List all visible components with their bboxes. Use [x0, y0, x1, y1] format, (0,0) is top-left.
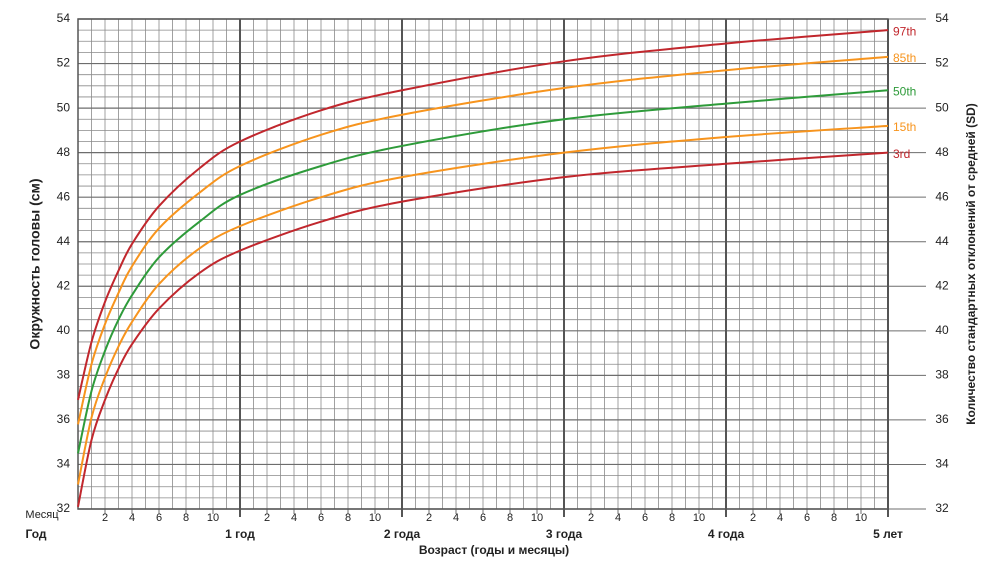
- y-tick-label: 38: [57, 368, 71, 382]
- x-tick-label: 4: [129, 512, 135, 524]
- series-label: 50th: [893, 84, 916, 98]
- x-axis-title: Возраст (годы и месяцы): [419, 543, 569, 557]
- y2-tick-label: 46: [935, 189, 949, 203]
- x-tick-label: 2: [588, 512, 594, 524]
- x-tick-label: 4: [291, 512, 297, 524]
- x-tick-label: 8: [831, 512, 837, 524]
- x-tick-label: 2: [426, 512, 432, 524]
- x-tick-label: 4: [777, 512, 783, 524]
- y-tick-label: 34: [57, 457, 71, 471]
- y-axis-title: Окружность головы (см): [27, 178, 43, 349]
- x-tick-label: 6: [156, 512, 162, 524]
- x-tick-label: 2: [102, 512, 108, 524]
- y-tick-label: 44: [57, 234, 71, 248]
- series-label: 97th: [893, 24, 916, 38]
- y-tick-label: 50: [57, 100, 71, 114]
- y-tick-label: 48: [57, 145, 71, 159]
- x-tick-label: 10: [855, 512, 867, 524]
- x-tick-label: 8: [183, 512, 189, 524]
- x-tick-label: 8: [345, 512, 351, 524]
- x-tick-label: 2: [264, 512, 270, 524]
- series-label: 15th: [893, 120, 916, 134]
- x-tick-label: 6: [480, 512, 486, 524]
- year-tick-label: 1 год: [225, 527, 255, 541]
- year-tick-label: 3 года: [546, 527, 583, 541]
- y-tick-label: 32: [57, 501, 71, 515]
- x-tick-label: 2: [750, 512, 756, 524]
- x-tick-label: 6: [804, 512, 810, 524]
- x-tick-label: 10: [531, 512, 543, 524]
- y2-tick-label: 42: [935, 278, 949, 292]
- y2-tick-label: 34: [935, 457, 949, 471]
- plot-frame: [77, 18, 889, 510]
- percentile-line: [77, 29, 889, 401]
- y2-tick-label: 52: [935, 56, 949, 70]
- year-tick-label: 4 года: [708, 527, 745, 541]
- year-tick-label: 2 года: [384, 527, 421, 541]
- y2-tick-label: 50: [935, 100, 949, 114]
- percentile-line: [77, 124, 889, 485]
- series-label: 3rd: [893, 147, 910, 161]
- y2-tick-label: 40: [935, 323, 949, 337]
- y2-tick-label: 44: [935, 234, 949, 248]
- x-tick-label: 6: [318, 512, 324, 524]
- y2-tick-label: 48: [935, 145, 949, 159]
- x-tick-label: 10: [207, 512, 219, 524]
- percentile-line: [77, 89, 889, 454]
- x-tick-label: 10: [693, 512, 705, 524]
- x-tick-label: 4: [453, 512, 459, 524]
- x-tick-label: 8: [669, 512, 675, 524]
- y-tick-label: 54: [57, 11, 71, 25]
- y2-tick-label: 36: [935, 412, 949, 426]
- x-tick-label: 4: [615, 512, 621, 524]
- y2-tick-label: 32: [935, 501, 949, 515]
- percentile-line: [77, 55, 889, 425]
- x-tick-label: 6: [642, 512, 648, 524]
- y-tick-label: 52: [57, 56, 71, 70]
- month-row-label: Месяц: [25, 509, 59, 521]
- y-tick-label: 46: [57, 189, 71, 203]
- y-tick-label: 42: [57, 278, 71, 292]
- percentile-line: [77, 151, 889, 507]
- y-tick-label: 40: [57, 323, 71, 337]
- y2-tick-label: 54: [935, 11, 949, 25]
- y2-axis-title: Количество стандартных отклонений от сре…: [964, 103, 978, 425]
- x-tick-label: 10: [369, 512, 381, 524]
- x-tick-label: 8: [507, 512, 513, 524]
- year-row-label: Год: [26, 527, 47, 541]
- y-tick-label: 36: [57, 412, 71, 426]
- y2-tick-label: 38: [935, 368, 949, 382]
- year-tick-label: 5 лет: [873, 527, 903, 541]
- series-label: 85th: [893, 51, 916, 65]
